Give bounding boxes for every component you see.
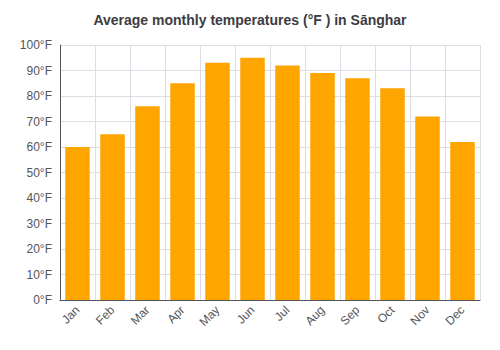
svg-text:30°F: 30°F bbox=[27, 217, 52, 231]
svg-text:Feb: Feb bbox=[93, 303, 118, 328]
svg-text:Jun: Jun bbox=[234, 303, 258, 327]
svg-text:90°F: 90°F bbox=[27, 64, 52, 78]
svg-text:Nov: Nov bbox=[407, 303, 432, 328]
svg-text:40°F: 40°F bbox=[27, 191, 52, 205]
svg-text:60°F: 60°F bbox=[27, 140, 52, 154]
svg-text:Apr: Apr bbox=[164, 303, 187, 326]
svg-text:10°F: 10°F bbox=[27, 268, 52, 282]
svg-text:50°F: 50°F bbox=[27, 166, 52, 180]
svg-text:80°F: 80°F bbox=[27, 89, 52, 103]
svg-text:Average monthly temperatures (: Average monthly temperatures (°F ) in Sā… bbox=[93, 12, 407, 28]
svg-text:70°F: 70°F bbox=[27, 115, 52, 129]
svg-text:Jan: Jan bbox=[59, 303, 83, 327]
svg-text:Jul: Jul bbox=[272, 303, 293, 324]
svg-text:May: May bbox=[197, 303, 223, 329]
svg-text:0°F: 0°F bbox=[33, 293, 52, 307]
svg-text:Sep: Sep bbox=[337, 303, 362, 328]
svg-text:20°F: 20°F bbox=[27, 242, 52, 256]
svg-text:Oct: Oct bbox=[374, 303, 398, 327]
svg-text:Aug: Aug bbox=[302, 303, 327, 328]
svg-text:Mar: Mar bbox=[128, 303, 153, 327]
svg-text:100°F: 100°F bbox=[20, 38, 52, 52]
svg-text:Dec: Dec bbox=[442, 303, 467, 328]
